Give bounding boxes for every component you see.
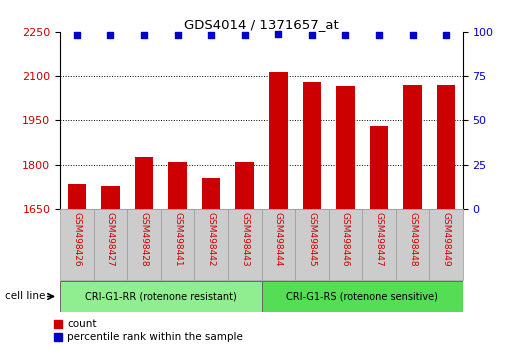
Point xyxy=(341,33,349,38)
Bar xyxy=(202,178,220,354)
Bar xyxy=(195,209,228,280)
Text: GSM498447: GSM498447 xyxy=(374,212,383,267)
Bar xyxy=(262,209,295,280)
Bar xyxy=(60,281,262,312)
Bar xyxy=(235,162,254,354)
Text: GSM498442: GSM498442 xyxy=(207,212,215,267)
Bar xyxy=(168,162,187,354)
Bar xyxy=(396,209,429,280)
Point xyxy=(274,31,282,36)
Bar xyxy=(60,209,94,280)
Text: CRI-G1-RR (rotenone resistant): CRI-G1-RR (rotenone resistant) xyxy=(85,291,237,302)
Bar xyxy=(295,209,328,280)
Bar xyxy=(328,209,362,280)
Bar xyxy=(269,72,288,354)
Point xyxy=(442,33,450,38)
Bar xyxy=(135,157,153,354)
Bar xyxy=(370,126,388,354)
Point xyxy=(408,33,417,38)
Text: GSM498446: GSM498446 xyxy=(341,212,350,267)
Text: GSM498449: GSM498449 xyxy=(441,212,451,267)
Bar xyxy=(228,209,262,280)
Point xyxy=(308,33,316,38)
Text: GSM498427: GSM498427 xyxy=(106,212,115,267)
Bar xyxy=(437,85,456,354)
Bar xyxy=(94,209,127,280)
Point xyxy=(241,33,249,38)
Text: cell line: cell line xyxy=(5,291,46,302)
Text: GSM498443: GSM498443 xyxy=(240,212,249,267)
Bar xyxy=(429,209,463,280)
Bar xyxy=(161,209,195,280)
Text: GSM498441: GSM498441 xyxy=(173,212,182,267)
Text: GSM498426: GSM498426 xyxy=(72,212,82,267)
Bar xyxy=(101,186,120,354)
Point xyxy=(207,33,215,38)
Point xyxy=(73,33,81,38)
Bar xyxy=(262,281,463,312)
Bar xyxy=(336,86,355,354)
Point xyxy=(174,33,182,38)
Bar xyxy=(303,82,321,354)
Bar xyxy=(362,209,396,280)
Text: GSM498444: GSM498444 xyxy=(274,212,283,267)
Title: GDS4014 / 1371657_at: GDS4014 / 1371657_at xyxy=(184,18,339,31)
Text: GSM498445: GSM498445 xyxy=(308,212,316,267)
Text: CRI-G1-RS (rotenone sensitive): CRI-G1-RS (rotenone sensitive) xyxy=(286,291,438,302)
Bar xyxy=(403,85,422,354)
Text: GSM498428: GSM498428 xyxy=(140,212,149,267)
Point xyxy=(140,33,148,38)
Text: GSM498448: GSM498448 xyxy=(408,212,417,267)
Bar xyxy=(127,209,161,280)
Bar xyxy=(67,184,86,354)
Point xyxy=(375,33,383,38)
Point xyxy=(106,33,115,38)
Legend: count, percentile rank within the sample: count, percentile rank within the sample xyxy=(50,315,247,347)
